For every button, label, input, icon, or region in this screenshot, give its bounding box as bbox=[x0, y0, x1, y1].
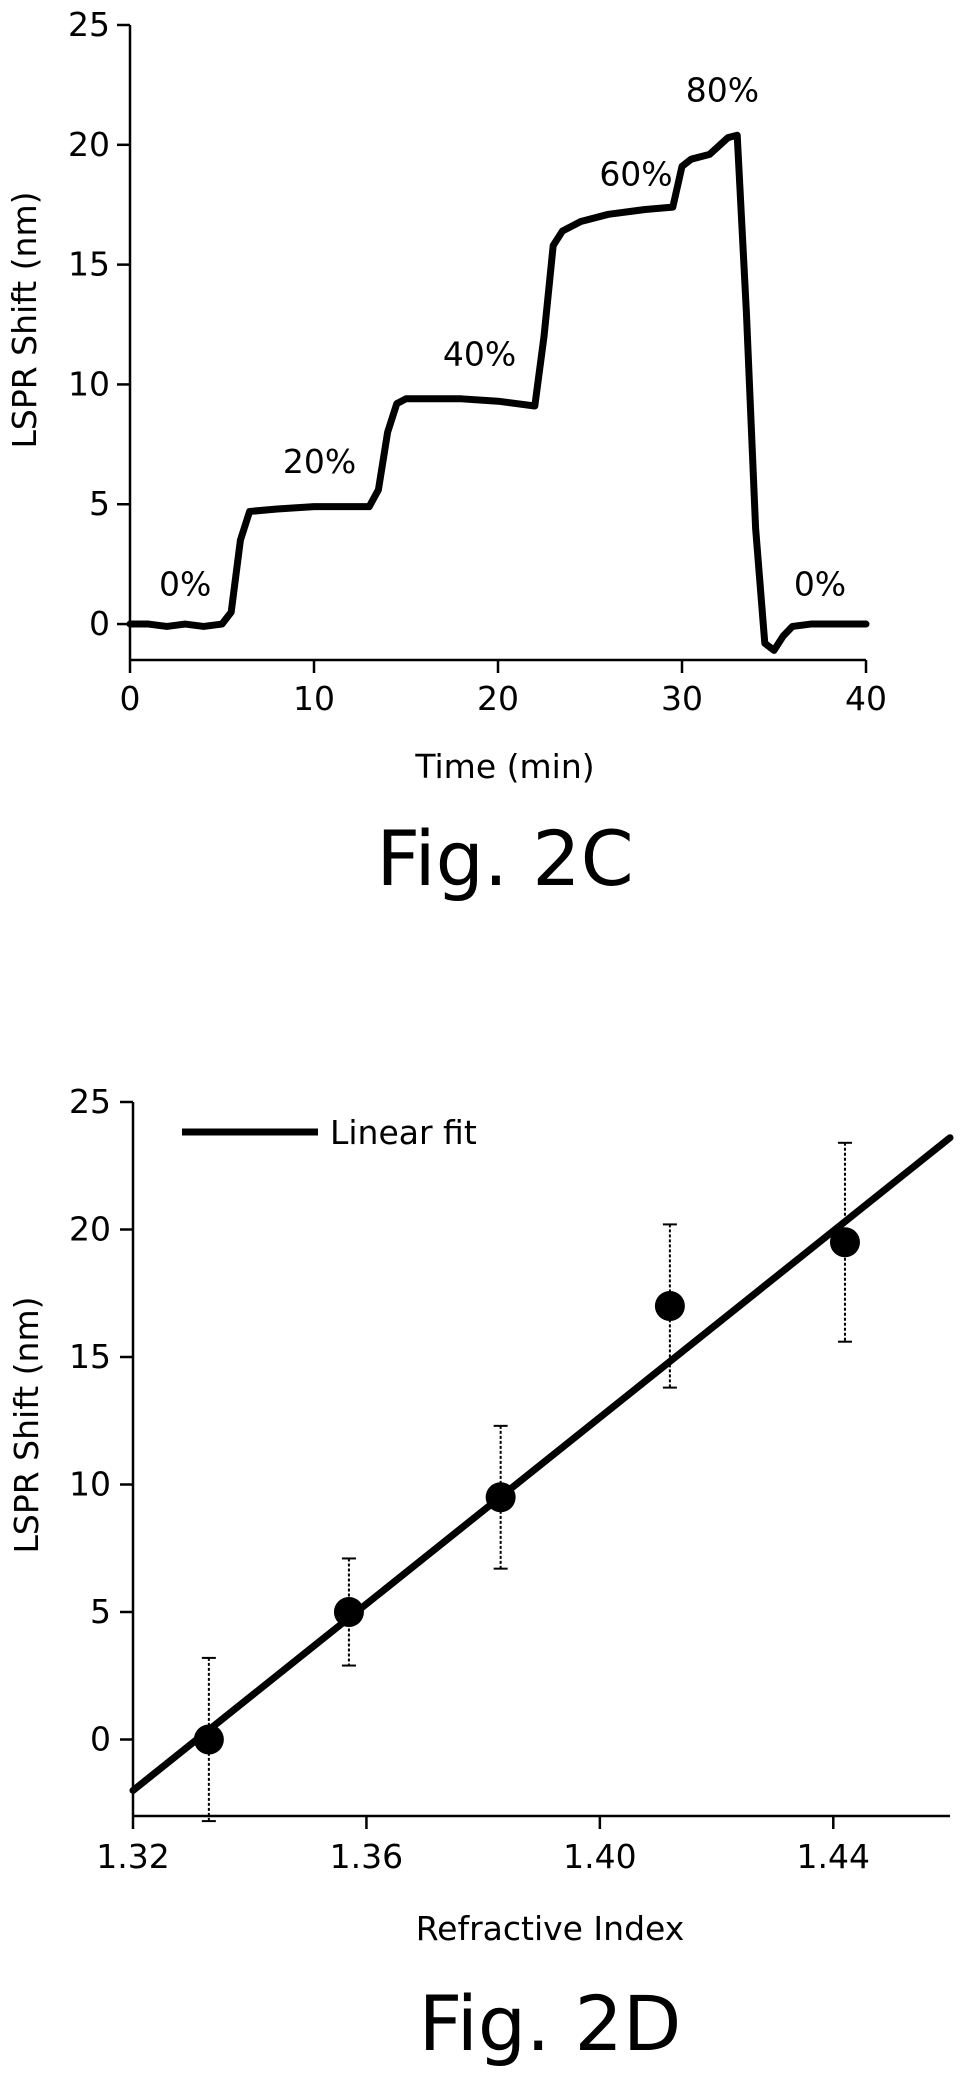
points-group bbox=[193, 1141, 860, 1823]
y-tick-label: 0 bbox=[90, 1720, 111, 1759]
data-point bbox=[829, 1227, 860, 1258]
y-tick-label: 5 bbox=[90, 1592, 111, 1631]
series-group bbox=[126, 131, 870, 654]
x-tick-label: 10 bbox=[293, 679, 335, 718]
y-tick-label: 0 bbox=[89, 604, 110, 643]
x-tick-label: 20 bbox=[477, 679, 519, 718]
annotation-label: 20% bbox=[283, 442, 356, 481]
y-tick-label: 25 bbox=[68, 5, 110, 44]
x-ticks: 0 10 20 30 40 bbox=[120, 660, 887, 718]
x-tick-label: 1.40 bbox=[563, 1837, 636, 1876]
legend: Linear fit bbox=[182, 1113, 477, 1152]
y-tick-label: 10 bbox=[68, 364, 110, 403]
figure-caption: Fig. 2D bbox=[419, 1979, 682, 2068]
y-tick-label: 25 bbox=[69, 1082, 111, 1121]
annotation-label: 0% bbox=[794, 564, 846, 603]
x-axis-label: Time (min) bbox=[414, 747, 594, 786]
annotation-label: 60% bbox=[599, 155, 672, 194]
fit-group bbox=[129, 1134, 954, 1794]
y-tick-label: 20 bbox=[69, 1210, 111, 1249]
chart-fig-2c: 0 5 10 15 20 25 0 10 20 30 40 0% 20% 40% 60% 80% 0% Ti… bbox=[5, 5, 887, 903]
x-ticks: 1.32 1.36 1.40 1.44 bbox=[96, 1816, 870, 1876]
x-tick-label: 1.44 bbox=[797, 1837, 870, 1876]
annotation-label: 0% bbox=[159, 564, 211, 603]
annotation-label: 40% bbox=[443, 334, 516, 373]
y-ticks: 0 5 10 15 20 25 bbox=[69, 1082, 133, 1759]
y-axis-label: LSPR Shift (nm) bbox=[5, 192, 44, 449]
annotations: 0% 20% 40% 60% 80% 0% bbox=[159, 71, 846, 604]
x-axis-label: Refractive Index bbox=[416, 1909, 685, 1948]
x-tick-label: 0 bbox=[120, 679, 141, 718]
y-tick-label: 15 bbox=[68, 245, 110, 284]
x-tick-label: 30 bbox=[661, 679, 703, 718]
y-ticks: 0 5 10 15 20 25 bbox=[68, 5, 130, 643]
y-tick-label: 20 bbox=[68, 125, 110, 164]
legend-label: Linear fit bbox=[330, 1113, 477, 1152]
x-tick-label: 1.32 bbox=[96, 1837, 169, 1876]
y-tick-label: 10 bbox=[69, 1465, 111, 1504]
data-point bbox=[333, 1597, 364, 1627]
series-line bbox=[126, 131, 870, 654]
y-axis-label: LSPR Shift (nm) bbox=[7, 1297, 46, 1554]
fit-line bbox=[129, 1134, 954, 1794]
x-tick-label: 40 bbox=[845, 679, 887, 718]
x-tick-label: 1.36 bbox=[330, 1837, 403, 1876]
chart-fig-2d: 0 5 10 15 20 25 1.32 1.36 1.40 1.44 Linear fit R… bbox=[7, 1082, 954, 2068]
data-point bbox=[193, 1724, 224, 1755]
y-tick-label: 15 bbox=[69, 1337, 111, 1376]
data-point bbox=[485, 1482, 516, 1513]
y-tick-label: 5 bbox=[89, 484, 110, 523]
data-point bbox=[654, 1291, 685, 1321]
annotation-label: 80% bbox=[686, 71, 759, 110]
figure-caption: Fig. 2C bbox=[376, 814, 633, 903]
